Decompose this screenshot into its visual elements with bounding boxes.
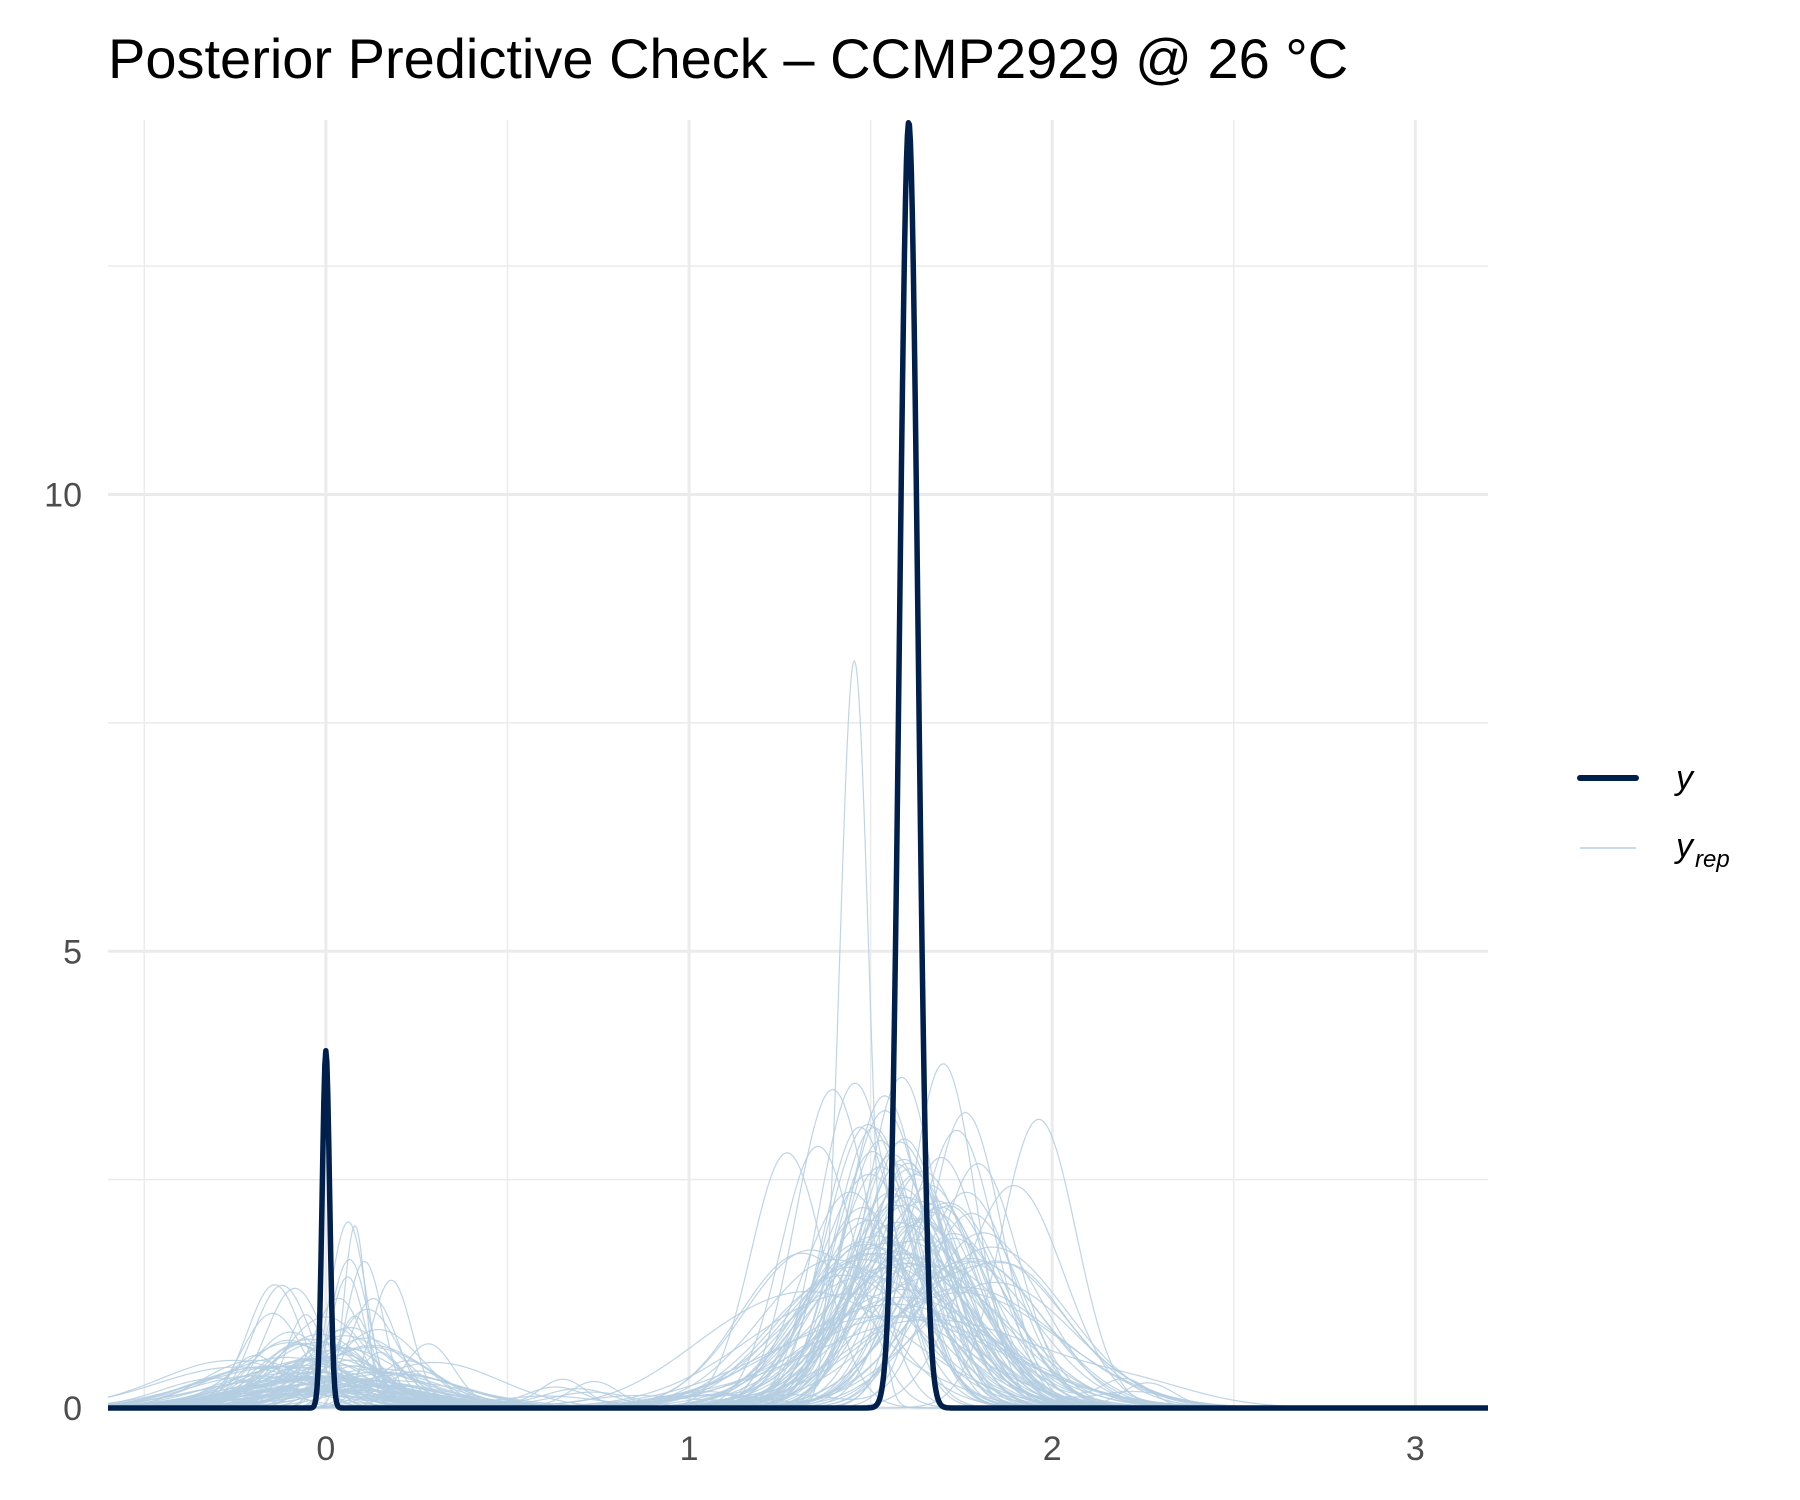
legend-label-yrep: yrep [1674,827,1730,873]
chart-title: Posterior Predictive Check – CCMP2929 @ … [108,27,1348,90]
y-line [106,120,1490,1411]
yrep-series [107,659,1488,1409]
legend-label-yrep-subscript: rep [1695,846,1730,873]
x-tick-label: 3 [1406,1430,1425,1468]
x-tick-label: 2 [1043,1430,1062,1468]
y-tick-label: 5 [63,933,82,971]
y-tick-label: 0 [63,1390,82,1428]
x-axis: 0 1 2 3 [316,1430,1424,1468]
yrep-line [108,659,1488,1409]
legend: y yrep [1577,759,1730,873]
x-tick-label: 1 [680,1430,699,1468]
y-axis: 0 5 10 [44,477,82,1428]
y-series [106,120,1490,1411]
x-tick-label: 0 [316,1430,335,1468]
y-tick-label: 10 [44,477,82,515]
legend-label-yrep-base: y [1674,827,1695,865]
grid [108,120,1488,1410]
legend-label-y: y [1674,759,1695,797]
